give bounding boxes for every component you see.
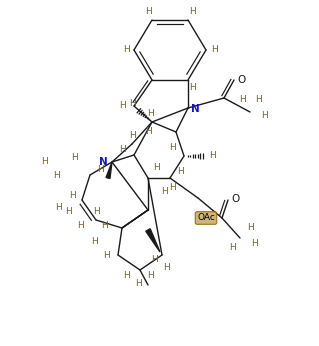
- Text: H: H: [247, 224, 253, 233]
- Text: N: N: [191, 104, 199, 114]
- Text: H: H: [255, 95, 261, 104]
- Text: H: H: [77, 221, 83, 230]
- Text: H: H: [91, 237, 97, 246]
- Text: H: H: [97, 165, 103, 174]
- Text: H: H: [119, 101, 125, 110]
- Text: H: H: [161, 188, 167, 197]
- Text: H: H: [70, 154, 78, 163]
- Text: H: H: [189, 83, 195, 92]
- Text: H: H: [169, 183, 175, 192]
- Text: H: H: [122, 272, 130, 281]
- Text: H: H: [229, 244, 235, 253]
- Text: O: O: [231, 194, 239, 204]
- Text: H: H: [129, 131, 135, 140]
- Text: H: H: [189, 8, 195, 17]
- Text: H: H: [119, 146, 125, 155]
- Text: H: H: [135, 280, 141, 289]
- Text: H: H: [55, 203, 61, 212]
- Text: H: H: [251, 239, 257, 248]
- Text: H: H: [209, 152, 215, 161]
- Text: H: H: [53, 171, 59, 180]
- Text: H: H: [129, 100, 135, 109]
- Text: H: H: [163, 264, 169, 273]
- Text: O: O: [238, 75, 246, 85]
- Text: N: N: [99, 157, 108, 167]
- Text: H: H: [103, 252, 109, 261]
- Text: H: H: [41, 157, 48, 166]
- Text: H: H: [122, 46, 130, 55]
- Text: H: H: [69, 191, 75, 200]
- Polygon shape: [106, 162, 112, 179]
- Text: H: H: [100, 221, 108, 230]
- Text: H: H: [93, 208, 100, 217]
- Text: H: H: [169, 144, 175, 153]
- Text: H: H: [145, 8, 152, 17]
- Text: H: H: [65, 208, 71, 217]
- Text: H: H: [151, 255, 157, 264]
- Text: H: H: [240, 95, 246, 104]
- Text: H: H: [261, 111, 267, 120]
- Text: H: H: [147, 109, 153, 118]
- Text: H: H: [211, 46, 217, 55]
- Text: H: H: [152, 164, 160, 173]
- Polygon shape: [146, 229, 160, 252]
- Text: H: H: [177, 167, 183, 176]
- Text: H: H: [147, 272, 153, 281]
- Text: H: H: [145, 127, 152, 137]
- Text: OAc: OAc: [197, 213, 215, 222]
